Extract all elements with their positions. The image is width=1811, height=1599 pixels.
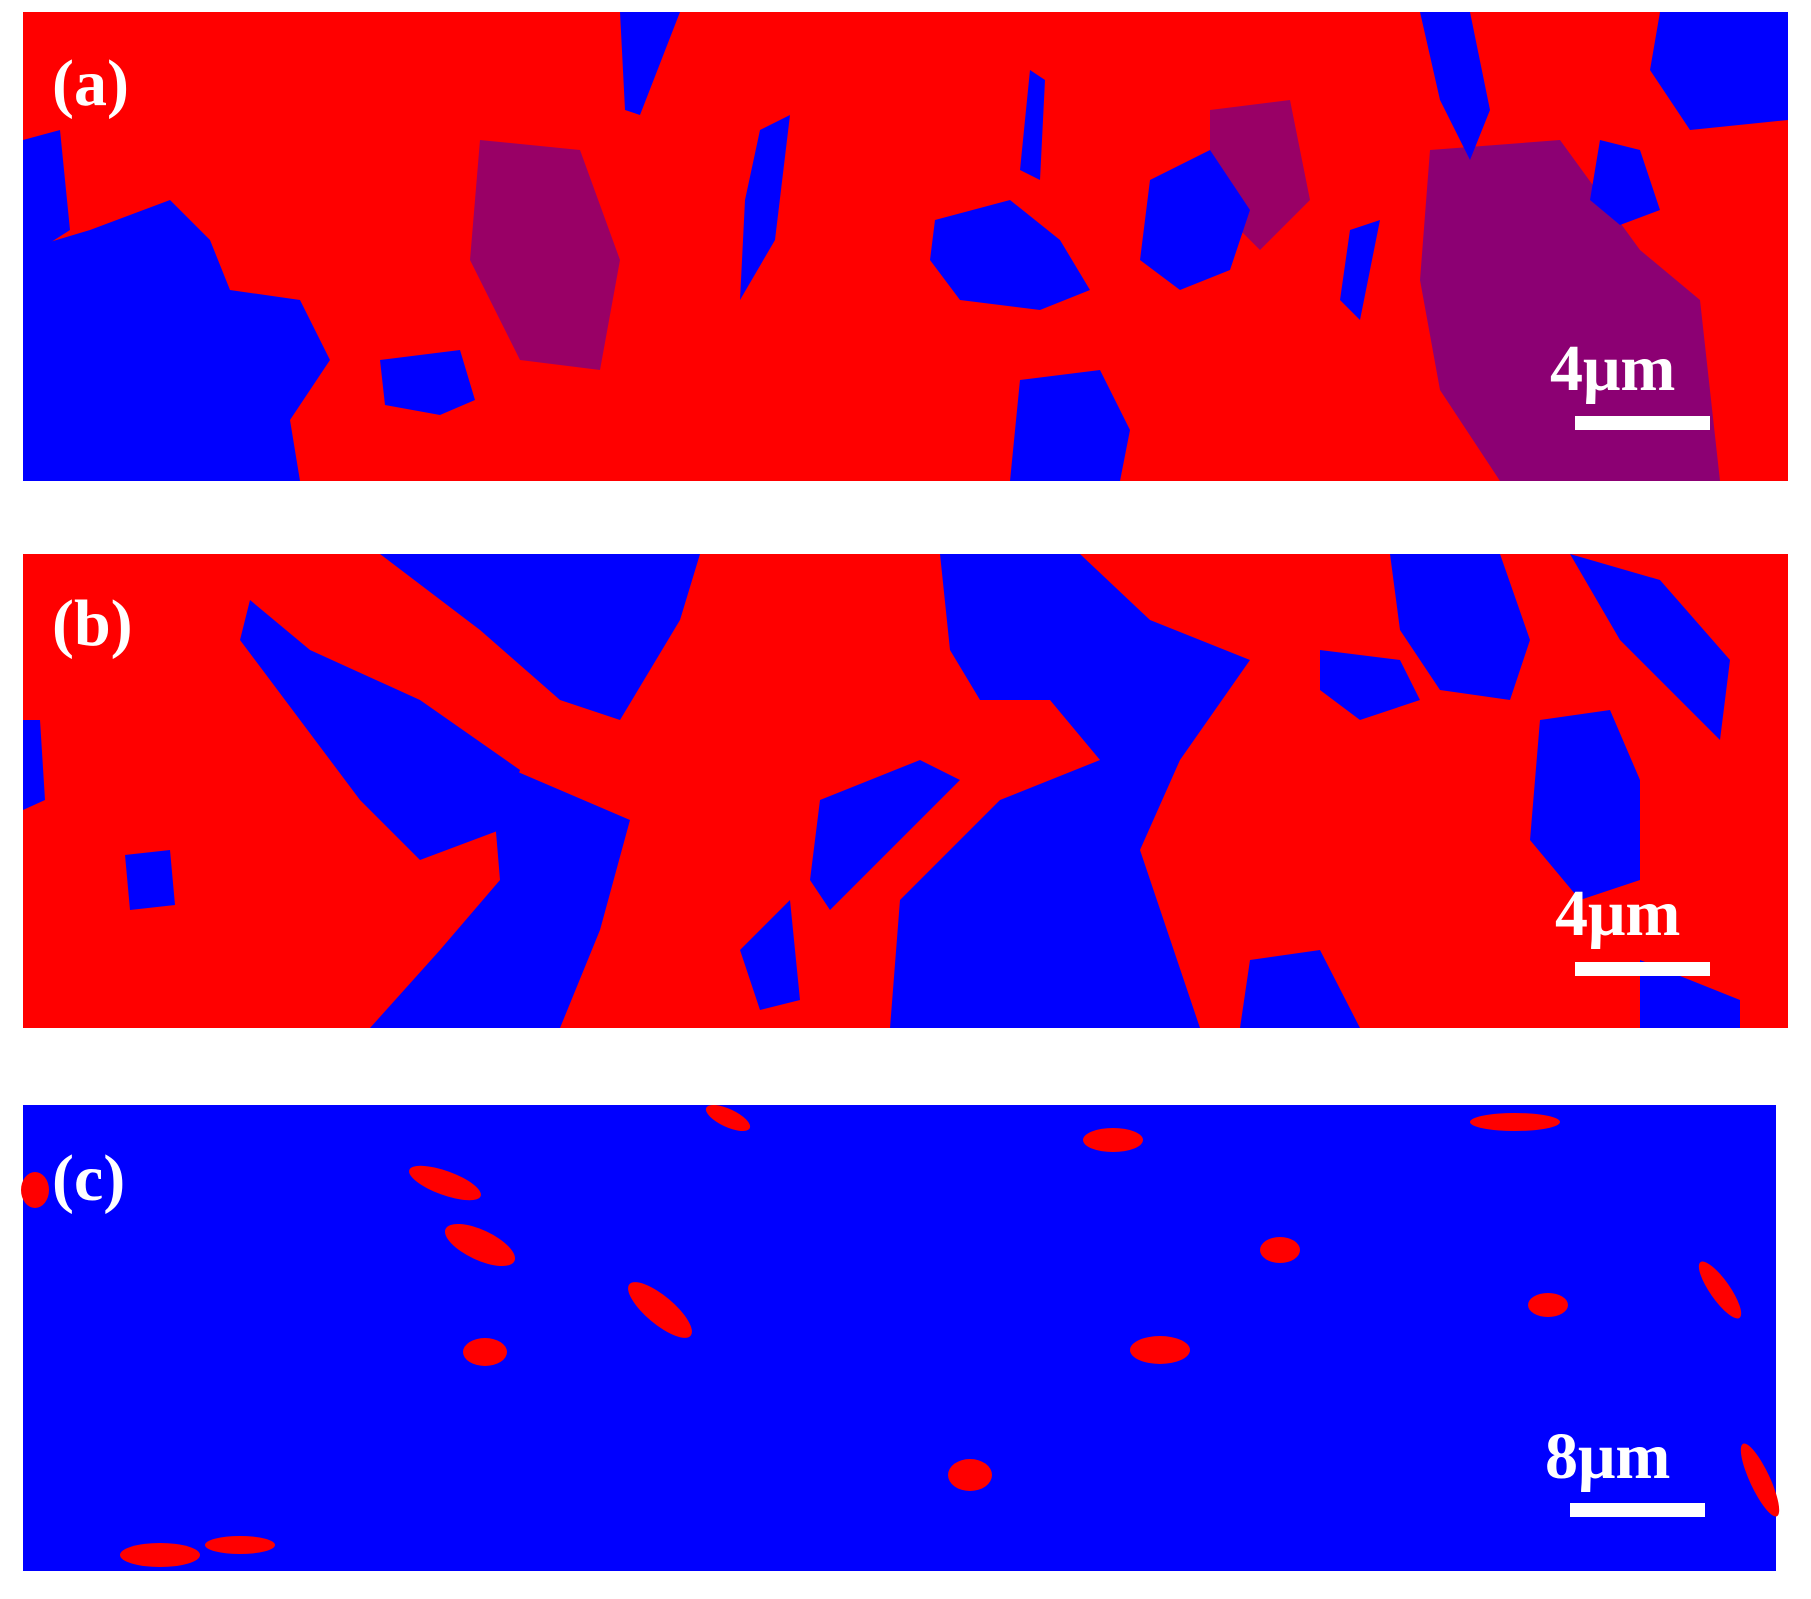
scale-bar [1570, 1503, 1705, 1517]
grain [120, 1543, 200, 1567]
grain [23, 130, 70, 260]
grain [1260, 1237, 1300, 1263]
grain [620, 12, 680, 115]
scale-bar [1575, 416, 1710, 430]
grain [240, 600, 520, 860]
grain [1140, 150, 1250, 290]
grain [21, 1172, 49, 1208]
panel-a: (a) 4μm [23, 12, 1788, 481]
fine-grain-region [1210, 100, 1310, 250]
grain [380, 350, 475, 415]
grain [740, 115, 790, 300]
grain [1650, 12, 1788, 130]
grain [380, 554, 700, 720]
panel-label: (a) [52, 47, 129, 120]
fine-grain-region [1420, 140, 1720, 481]
scale-text: 4μm [1550, 332, 1675, 405]
grain [463, 1338, 507, 1366]
grain [948, 1459, 992, 1491]
grain [1010, 370, 1130, 481]
grain [1420, 12, 1490, 160]
grain [23, 200, 330, 481]
grain [1340, 220, 1380, 320]
phase-map [23, 12, 1788, 481]
grain [444, 1223, 516, 1267]
panel-b: (b) 4μm [23, 554, 1788, 1028]
grain [205, 1536, 275, 1554]
grain [1240, 950, 1360, 1028]
grain [1530, 710, 1640, 900]
panel-c: (c) 8μm [21, 1104, 1780, 1571]
grain [628, 1282, 692, 1338]
grain [1390, 554, 1530, 700]
scale-bar [1575, 962, 1710, 976]
grain [930, 200, 1090, 310]
grain [1083, 1128, 1143, 1152]
panel-label: (c) [52, 1142, 125, 1215]
grain [890, 554, 1250, 1028]
grain [740, 900, 800, 1010]
scale-text: 4μm [1555, 877, 1680, 950]
panel-label: (b) [52, 587, 133, 660]
grain [705, 1104, 751, 1132]
grain [1020, 70, 1045, 180]
grain [1570, 554, 1730, 740]
grain [1528, 1293, 1568, 1317]
grain [409, 1165, 481, 1201]
grain [125, 850, 175, 910]
fine-grain-region [470, 140, 620, 370]
grain [1590, 140, 1660, 225]
grain [23, 720, 45, 810]
scale-text: 8μm [1545, 1420, 1670, 1493]
phase-map [23, 1105, 1776, 1571]
grain [1470, 1113, 1560, 1131]
grain [810, 760, 960, 910]
grain [1740, 1443, 1780, 1517]
grain [1698, 1261, 1742, 1319]
grain [1320, 650, 1420, 720]
grain [1640, 960, 1740, 1028]
grain [370, 760, 630, 1028]
grain [1130, 1336, 1190, 1364]
